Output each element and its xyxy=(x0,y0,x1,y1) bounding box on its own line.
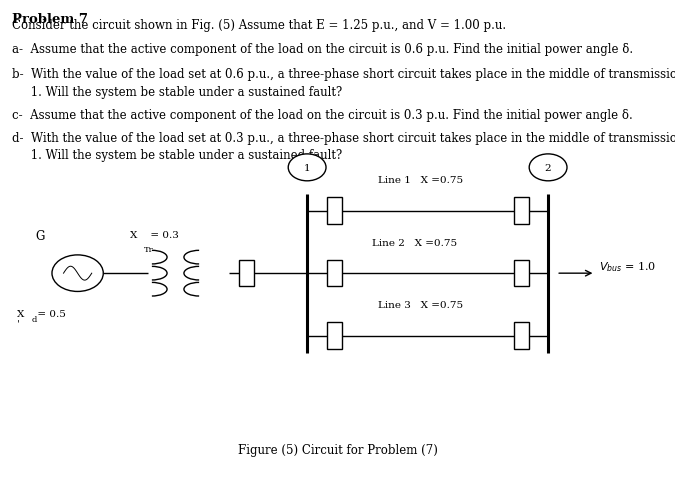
Circle shape xyxy=(288,155,326,181)
Text: X    = 0.3: X = 0.3 xyxy=(130,230,179,239)
Text: 1. Will the system be stable under a sustained fault?: 1. Will the system be stable under a sus… xyxy=(12,85,342,98)
Circle shape xyxy=(52,255,103,292)
FancyBboxPatch shape xyxy=(514,261,529,287)
Text: b-  With the value of the load set at 0.6 p.u., a three-phase short circuit take: b- With the value of the load set at 0.6… xyxy=(12,68,675,81)
Text: Problem 7: Problem 7 xyxy=(12,13,88,26)
Text: G: G xyxy=(36,229,45,242)
FancyBboxPatch shape xyxy=(327,198,342,225)
Text: $V_{bus}$ = 1.0: $V_{bus}$ = 1.0 xyxy=(599,260,656,273)
Text: ': ' xyxy=(17,319,20,328)
Text: c-  Assume that the active component of the load on the circuit is 0.3 p.u. Find: c- Assume that the active component of t… xyxy=(12,109,633,122)
FancyBboxPatch shape xyxy=(239,261,254,287)
FancyBboxPatch shape xyxy=(514,198,529,225)
Text: X    = 0.5: X = 0.5 xyxy=(17,310,65,319)
Text: 1: 1 xyxy=(304,164,310,172)
Text: 1. Will the system be stable under a sustained fault?: 1. Will the system be stable under a sus… xyxy=(12,149,342,162)
Circle shape xyxy=(529,155,567,181)
Text: d: d xyxy=(32,316,37,324)
FancyBboxPatch shape xyxy=(327,261,342,287)
Text: Figure (5) Circuit for Problem (7): Figure (5) Circuit for Problem (7) xyxy=(238,443,437,456)
Text: Consider the circuit shown in Fig. (5) Assume that E = 1.25 p.u., and V = 1.00 p: Consider the circuit shown in Fig. (5) A… xyxy=(12,19,506,32)
Text: d-  With the value of the load set at 0.3 p.u., a three-phase short circuit take: d- With the value of the load set at 0.3… xyxy=(12,132,675,145)
Text: Tr: Tr xyxy=(144,245,153,253)
FancyBboxPatch shape xyxy=(514,323,529,349)
FancyBboxPatch shape xyxy=(327,323,342,349)
Text: Line 2   X =0.75: Line 2 X =0.75 xyxy=(371,238,457,247)
Text: Line 1   X =0.75: Line 1 X =0.75 xyxy=(378,176,464,185)
Text: 2: 2 xyxy=(545,164,551,172)
Text: Line 3   X =0.75: Line 3 X =0.75 xyxy=(378,300,464,310)
Text: a-  Assume that the active component of the load on the circuit is 0.6 p.u. Find: a- Assume that the active component of t… xyxy=(12,43,633,56)
